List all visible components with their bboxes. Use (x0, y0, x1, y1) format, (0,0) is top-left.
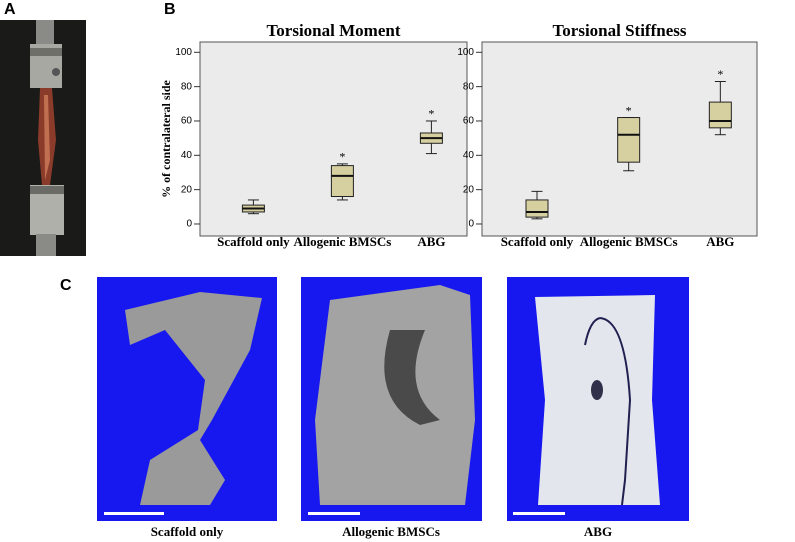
y-tick-label: 20 (181, 184, 193, 195)
ct-image (507, 277, 689, 521)
significance-marker: * (717, 67, 723, 81)
significance-marker: * (428, 107, 434, 121)
x-tick-label: ABG (417, 234, 445, 249)
panel-label: B (164, 1, 176, 18)
photo (0, 20, 86, 256)
y-tick-label: 40 (181, 150, 193, 161)
x-tick-label: ABG (706, 234, 734, 249)
x-tick-label: Scaffold only (217, 234, 290, 249)
y-tick-label: 60 (463, 116, 475, 127)
y-axis-label: % of contralateral side (159, 80, 173, 198)
y-tick-label: 40 (463, 150, 475, 161)
y-tick-label: 0 (186, 219, 192, 230)
panel-label: A (4, 1, 16, 18)
chart-title: Torsional Stiffness (553, 21, 687, 40)
ct-image (301, 277, 482, 521)
chart-title: Torsional Moment (267, 21, 401, 40)
box (525, 199, 549, 218)
y-tick-label: 0 (468, 219, 474, 230)
x-tick-label: Scaffold only (501, 234, 574, 249)
box (708, 101, 732, 129)
significance-marker: * (626, 103, 632, 117)
x-tick-label: Allogenic BMSCs (293, 234, 391, 249)
y-tick-label: 100 (175, 47, 192, 58)
y-tick-label: 100 (457, 47, 474, 58)
image-caption: Allogenic BMSCs (342, 524, 440, 539)
box (330, 165, 354, 198)
y-tick-label: 60 (181, 116, 193, 127)
y-tick-label: 80 (181, 81, 193, 92)
significance-marker: * (339, 150, 345, 164)
y-tick-label: 20 (463, 184, 475, 195)
x-tick-label: Allogenic BMSCs (580, 234, 678, 249)
image-caption: Scaffold only (151, 524, 224, 539)
y-tick-label: 80 (463, 81, 475, 92)
panel-label: C (60, 277, 72, 294)
image-caption: ABG (584, 524, 612, 539)
box (617, 117, 641, 163)
ct-image (97, 277, 277, 521)
